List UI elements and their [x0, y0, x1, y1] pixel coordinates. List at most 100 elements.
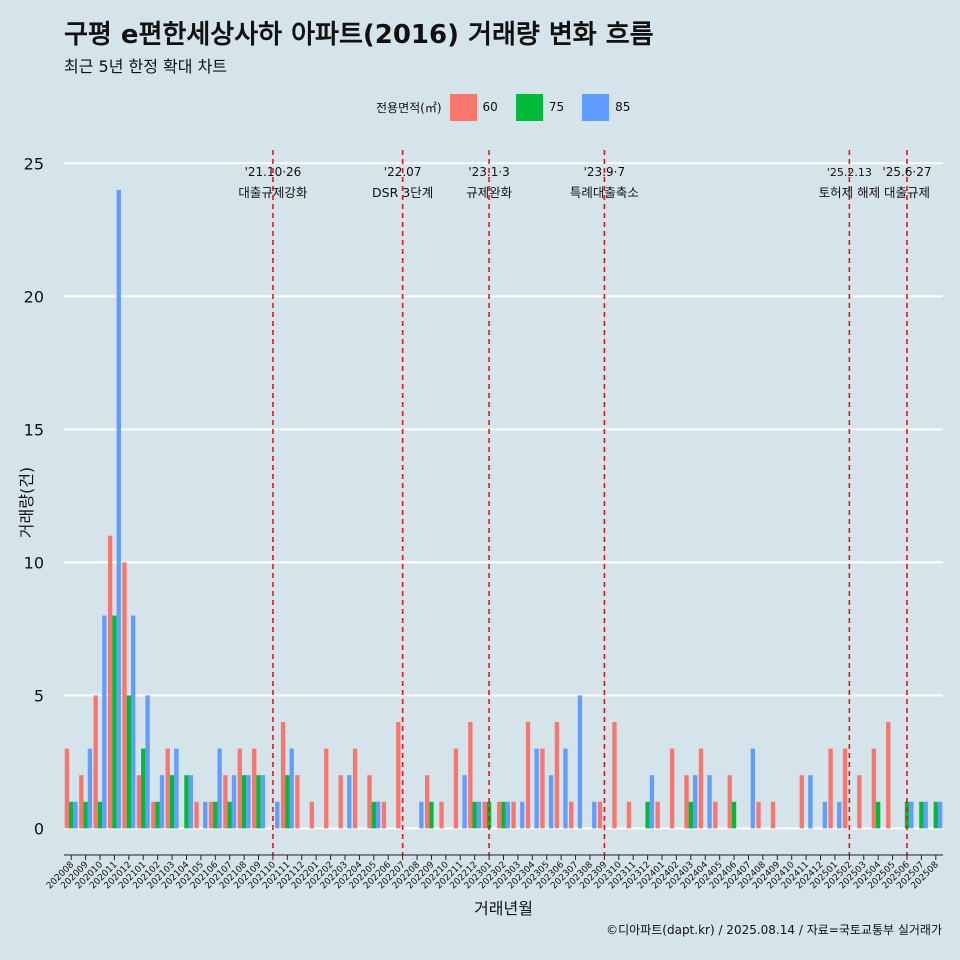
bar-85-202110	[275, 801, 280, 829]
bar-85-202105	[203, 801, 208, 829]
bar-60-202012	[122, 562, 127, 829]
bar-85-202109	[260, 775, 266, 829]
bar-60-202102	[151, 801, 156, 829]
bar-85-202407	[750, 748, 755, 829]
y-tick-label-25: 25	[24, 154, 44, 173]
event-label-202506: 대출규제	[884, 185, 930, 200]
bar-75-202209	[429, 801, 434, 829]
bar-60-202302	[497, 801, 502, 829]
bar-75-202301	[486, 801, 492, 829]
bar-75-202403	[688, 801, 693, 829]
bar-60-202504	[871, 748, 876, 829]
bar-85-202008	[73, 801, 78, 829]
event-label-202110: 대출규제강화	[238, 185, 308, 200]
bar-85-202010	[102, 615, 107, 829]
x-axis-title: 거래년월	[474, 899, 533, 918]
y-tick-label-0: 0	[34, 819, 44, 838]
bar-75-202205	[371, 801, 376, 829]
event-date-202502: '25.2.13	[827, 166, 872, 179]
bar-60-202112	[295, 775, 300, 829]
legend-swatch-75	[515, 93, 543, 121]
bar-60-202501	[828, 748, 833, 829]
bar-85-202306	[563, 748, 568, 829]
bar-85-202507	[923, 801, 928, 829]
bar-60-202405	[713, 801, 718, 829]
bar-85-202111	[289, 748, 294, 829]
bar-60-202401	[655, 801, 660, 829]
event-date-202506: '25.6·27	[882, 165, 931, 179]
bar-60-202211	[453, 748, 459, 829]
bar-75-202504	[875, 801, 881, 829]
event-label-202502: 토허제 해제	[819, 185, 880, 200]
bar-60-202207	[396, 721, 401, 829]
legend-item-75: 75	[515, 93, 580, 121]
bar-60-202201	[309, 801, 315, 829]
event-label-202301: 규제완화	[466, 185, 513, 200]
bar-75-202507	[919, 801, 924, 829]
bar-75-202010	[97, 801, 103, 829]
legend-swatch-85	[582, 93, 610, 121]
chart-title: 구평 e편한세상사하 아파트(2016) 거래량 변화 흐름	[64, 20, 654, 50]
bar-60-202107	[223, 775, 228, 829]
bar-75-202107	[227, 801, 232, 829]
legend-label-85: 85	[615, 100, 631, 114]
legend: 전용면적(㎡) 60 75 85	[376, 92, 648, 122]
bar-85-202305	[548, 775, 554, 829]
bar-60-202505	[886, 721, 891, 829]
bar-85-202107	[231, 775, 237, 829]
bar-85-202011	[116, 189, 121, 829]
bar-75-202302	[501, 801, 506, 829]
bar-60-202206	[381, 801, 387, 829]
event-date-202110: '21.10·26	[245, 165, 302, 179]
bar-85-202203	[347, 775, 352, 829]
bar-60-202305	[540, 748, 545, 829]
bar-75-202008	[69, 801, 74, 829]
bar-75-202104	[184, 775, 189, 829]
bar-60-202403	[684, 775, 689, 829]
bar-60-202209	[424, 775, 430, 829]
bar-85-202106	[217, 748, 222, 829]
bar-85-202501	[837, 801, 842, 829]
bar-75-202506	[904, 801, 910, 829]
bar-85-202304	[534, 748, 539, 829]
bar-85-202302	[505, 801, 510, 829]
bar-75-202011	[112, 615, 117, 829]
bar-85-202508	[937, 801, 943, 829]
bar-60-202108	[237, 748, 242, 829]
event-label-202309: 특례대출축소	[570, 185, 639, 200]
bar-60-202402	[669, 748, 675, 829]
bar-85-202403	[692, 775, 698, 829]
bar-60-202303	[511, 801, 516, 829]
bar-75-202108	[241, 775, 247, 829]
bar-60-202011	[107, 535, 113, 829]
legend-label-60: 60	[482, 100, 498, 114]
bar-85-202404	[707, 775, 712, 829]
y-tick-label-5: 5	[34, 686, 44, 705]
source-caption: ©디아파트(dapt.kr) / 2025.08.14 / 자료=국토교통부 실…	[606, 923, 942, 937]
bar-85-202412	[822, 801, 828, 829]
bar-85-202312	[649, 775, 655, 829]
bar-75-202406	[731, 801, 737, 829]
y-tick-label-15: 15	[24, 420, 44, 439]
bar-60-202309	[597, 801, 603, 829]
bar-60-202210	[439, 801, 444, 829]
bar-60-202411	[799, 775, 804, 829]
bar-85-202211	[462, 775, 467, 829]
bar-85-202208	[419, 801, 424, 829]
bar-75-202111	[285, 775, 290, 829]
bar-75-202103	[169, 775, 175, 829]
bar-85-202205	[375, 801, 381, 829]
bar-60-202103	[165, 748, 170, 829]
bar-60-202202	[324, 748, 329, 829]
y-tick-label-10: 10	[24, 553, 44, 572]
bar-75-202106	[213, 801, 218, 829]
chart-subtitle: 최근 5년 한정 확대 차트	[64, 57, 228, 76]
bar-60-202205	[367, 775, 372, 829]
bar-85-202308	[592, 801, 597, 829]
bar-60-202008	[64, 748, 70, 829]
legend-title: 전용면적(㎡)	[376, 100, 442, 115]
event-date-202301: '23.1·3	[468, 165, 509, 179]
event-label-202207: DSR 3단계	[372, 185, 433, 200]
bar-85-202411	[808, 775, 813, 829]
